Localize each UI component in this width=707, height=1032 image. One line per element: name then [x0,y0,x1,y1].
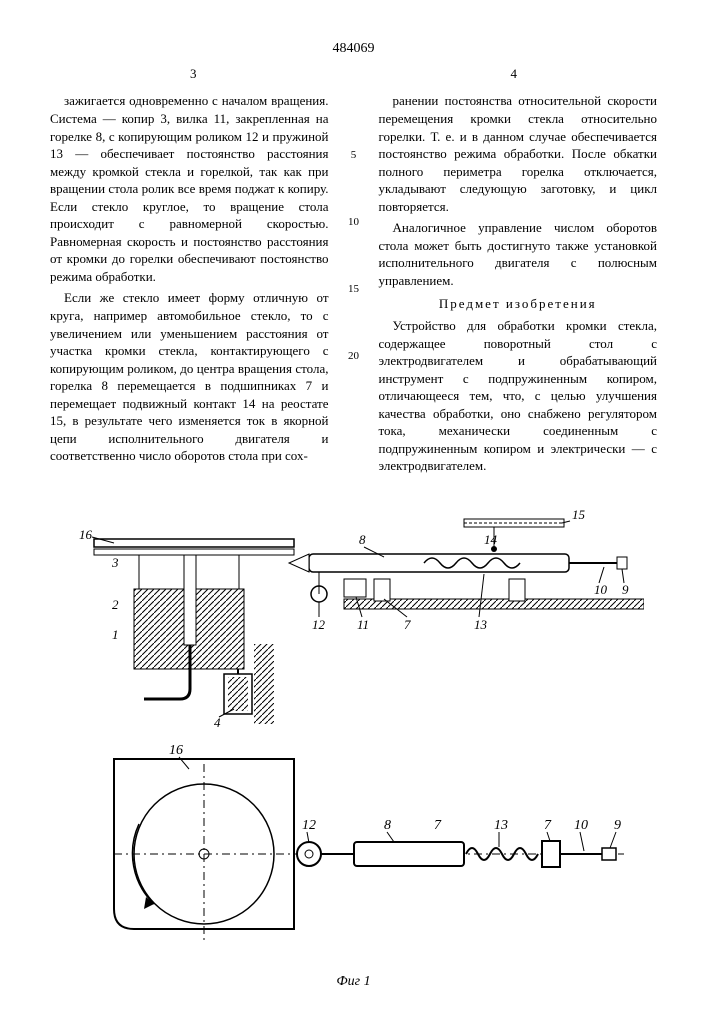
line-num: 10 [348,215,359,230]
left-p2: Если же стекло имеет форму отличную от к… [50,289,329,464]
line-num: 15 [348,282,359,297]
figure-2: 16 12 8 7 13 7 10 9 [74,729,634,969]
fig-label: 4 [214,715,221,729]
fig-label: 12 [302,818,316,833]
fig-label: 8 [359,532,366,547]
fig-label: 9 [622,582,629,597]
figure-1: 16 3 2 1 4 8 12 11 7 13 15 14 10 9 [64,499,644,729]
fig-label: 7 [404,617,411,632]
fig-label: 1 [112,627,119,642]
fig-label: 9 [614,818,621,833]
fig-label: 3 [111,555,119,570]
fig-label: 10 [594,582,608,597]
fig-label: 10 [574,818,588,833]
left-column: зажигается одновременно с началом вращен… [50,92,329,478]
line-number-gutter: 5 10 15 20 [347,92,361,478]
fig-label: 16 [169,743,183,758]
fig-label: 7 [434,818,442,833]
figures-block: 16 3 2 1 4 8 12 11 7 13 15 14 10 9 [50,499,657,992]
right-column: ранении постоянства относительной скорос… [379,92,658,478]
right-p1: ранении постоянства относительной скорос… [379,92,658,215]
fig-label: 15 [572,507,586,522]
fig-label: 14 [484,532,498,547]
fig-label: 7 [544,818,552,833]
fig-label: 13 [474,617,488,632]
fig-label: 13 [494,818,508,833]
page-left: 3 [190,65,197,83]
right-p2: Аналогичное управление числом оборотов с… [379,219,658,289]
page-right: 4 [511,65,518,83]
page-numbers: 3 4 [50,65,657,83]
fig-label: 12 [312,617,326,632]
line-num: 20 [348,349,359,364]
right-p3: Устройство для обработки кромки стекла, … [379,317,658,475]
line-num: 5 [351,148,357,163]
fig-label: 16 [79,527,93,542]
text-columns: зажигается одновременно с началом вращен… [50,92,657,478]
left-p1: зажигается одновременно с началом вращен… [50,92,329,285]
figure-caption: Фиг 1 [50,973,657,992]
fig-label: 2 [112,597,119,612]
fig-label: 8 [384,818,391,833]
claims-heading: Предмет изобретения [379,295,658,313]
patent-number: 484069 [50,40,657,59]
fig-label: 11 [357,617,369,632]
